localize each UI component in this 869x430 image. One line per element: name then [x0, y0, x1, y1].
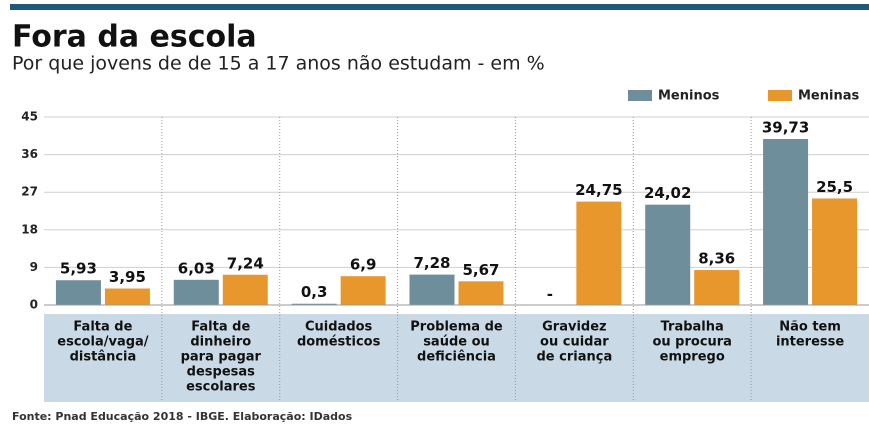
- x-tick-label: despesas: [187, 365, 255, 380]
- y-tick-label: 18: [21, 222, 38, 236]
- y-tick-label: 36: [21, 147, 38, 161]
- bar: [173, 279, 219, 305]
- data-label: 8,36: [698, 250, 735, 268]
- x-tick-label: domésticos: [297, 335, 381, 350]
- bar: [291, 303, 337, 305]
- legend-label: Meninos: [658, 89, 720, 104]
- bar: [645, 204, 691, 305]
- bar: [694, 270, 740, 305]
- x-tick-label: Cuidados: [305, 320, 373, 335]
- y-tick-label: 45: [21, 110, 38, 124]
- source: Fonte: Pnad Educação 2018 - IBGE. Elabor…: [12, 410, 353, 423]
- x-tick-label: dinheiro: [190, 335, 251, 350]
- data-label: 7,28: [413, 254, 450, 272]
- bar: [55, 280, 101, 305]
- data-label: 3,95: [109, 268, 146, 286]
- data-label: 6,9: [350, 256, 377, 274]
- chart-title: Fora da escola: [12, 20, 257, 55]
- x-tick-label: distância: [70, 350, 137, 365]
- data-label: 7,24: [227, 254, 264, 272]
- category-panel: [44, 314, 869, 402]
- x-tick-label: Gravidez: [542, 320, 606, 335]
- bar: [104, 288, 150, 305]
- x-tick-label: de criança: [536, 350, 612, 365]
- x-tick-label: Problema de: [410, 320, 503, 335]
- y-tick-label: 27: [21, 185, 38, 199]
- y-tick-label: 9: [30, 260, 38, 274]
- x-tick-label: Não tem: [779, 320, 841, 335]
- top-rule: [10, 4, 869, 10]
- data-label: 5,67: [462, 261, 499, 279]
- data-label: 24,02: [644, 184, 691, 202]
- chart-subtitle: Por que jovens de de 15 a 17 anos não es…: [12, 53, 545, 75]
- x-tick-label: Falta de: [73, 320, 132, 335]
- bar: [409, 274, 455, 305]
- x-tick-label: para pagar: [181, 350, 262, 365]
- bar: [763, 139, 809, 305]
- y-tick-label: 0: [30, 298, 38, 312]
- legend-label: Meninas: [798, 89, 859, 104]
- legend-swatch: [628, 90, 652, 101]
- bar: [812, 198, 858, 305]
- x-tick-label: saúde ou: [423, 335, 490, 350]
- x-tick-label: Falta de: [191, 320, 250, 335]
- x-tick-label: interesse: [776, 335, 844, 350]
- x-tick-label: ou procura: [652, 335, 732, 350]
- bar: [458, 281, 504, 305]
- data-label: 39,73: [762, 119, 809, 137]
- x-tick-label: escolares: [186, 380, 256, 395]
- data-label: 24,75: [575, 181, 622, 199]
- x-tick-label: ou cuidar: [540, 335, 609, 350]
- data-label: 0,3: [301, 283, 328, 301]
- bar: [576, 201, 622, 305]
- data-label: 25,5: [816, 178, 853, 196]
- x-tick-label: Trabalha: [661, 320, 724, 335]
- bar: [222, 274, 268, 305]
- x-tick-label: escola/vaga/: [57, 335, 148, 350]
- data-label: 6,03: [178, 259, 215, 277]
- data-label: 5,93: [60, 260, 97, 278]
- legend-swatch: [768, 90, 792, 101]
- bar: [340, 276, 386, 305]
- x-tick-label: deficiência: [417, 350, 496, 365]
- x-tick-label: emprego: [660, 350, 725, 365]
- data-label: -: [547, 286, 553, 304]
